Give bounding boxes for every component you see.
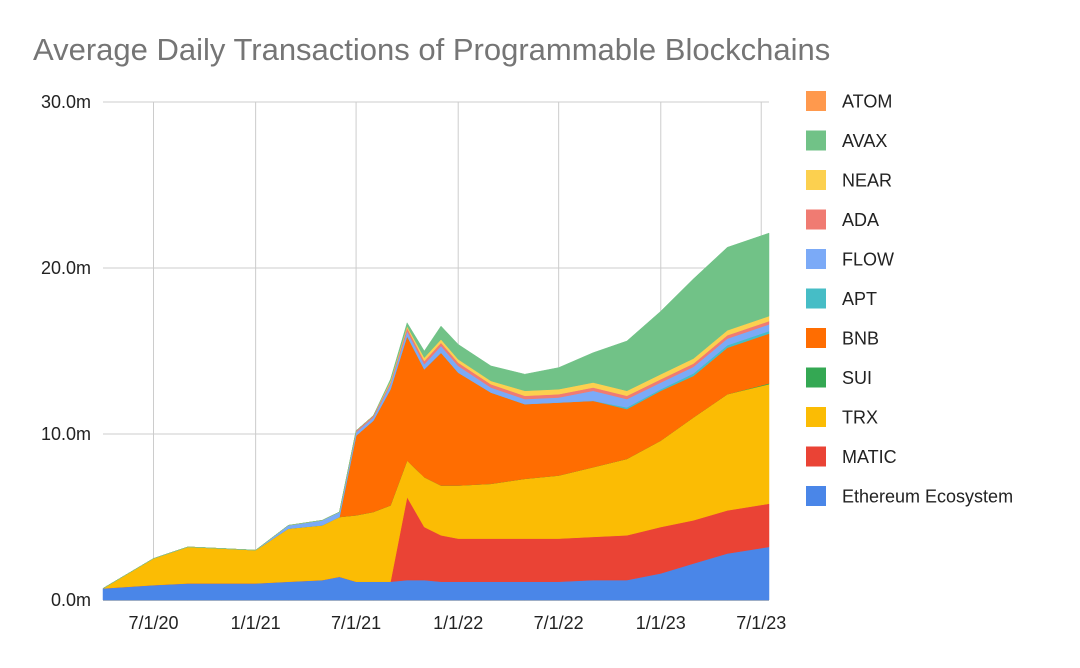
x-tick-label: 7/1/22 xyxy=(534,613,584,633)
legend-label-bnb: BNB xyxy=(842,329,879,349)
legend-swatch-trx xyxy=(806,407,826,427)
x-tick-label: 7/1/20 xyxy=(128,613,178,633)
area-avax xyxy=(102,232,770,589)
y-tick-label: 0.0m xyxy=(51,590,91,610)
x-axis: 7/1/20 1/1/21 7/1/21 1/1/22 7/1/22 1/1/23 7/1/… xyxy=(128,613,786,633)
y-tick-label: 30.0m xyxy=(41,92,91,112)
legend-label-flow: FLOW xyxy=(842,250,894,270)
legend-label-near: NEAR xyxy=(842,171,892,191)
legend-swatch-ada xyxy=(806,209,826,230)
x-tick-label: 7/1/23 xyxy=(736,613,786,633)
x-tick-label: 1/1/23 xyxy=(636,613,686,633)
y-axis: 0.0m 10.0m 20.0m 30.0m xyxy=(41,92,91,610)
legend-label-avax: AVAX xyxy=(842,131,887,151)
legend-label-apt: APT xyxy=(842,289,877,309)
stacked-areas xyxy=(102,232,770,601)
legend-label-sui: SUI xyxy=(842,368,872,388)
legend-label-trx: TRX xyxy=(842,408,878,428)
x-tick-label: 7/1/21 xyxy=(331,613,381,633)
legend-swatch-flow xyxy=(806,249,826,269)
legend-label-ethereum-ecosystem: Ethereum Ecosystem xyxy=(842,487,1013,507)
chart-title: Average Daily Transactions of Programmab… xyxy=(33,32,830,67)
y-tick-label: 10.0m xyxy=(41,424,91,444)
y-tick-label: 20.0m xyxy=(41,258,91,278)
legend-swatch-matic xyxy=(806,446,826,467)
legend-swatch-avax xyxy=(806,130,826,151)
x-tick-label: 1/1/21 xyxy=(231,613,281,633)
legend-swatch-bnb xyxy=(806,328,826,348)
legend: ATOM AVAX NEAR ADA FLOW APT BNB SUI TRX MATIC Ethe… xyxy=(806,91,1013,507)
legend-label-ada: ADA xyxy=(842,210,879,230)
legend-swatch-sui xyxy=(806,367,826,388)
legend-label-atom: ATOM xyxy=(842,92,892,112)
legend-label-matic: MATIC xyxy=(842,447,897,467)
legend-swatch-atom xyxy=(806,91,826,111)
legend-swatch-ethereum-ecosystem xyxy=(806,486,826,506)
x-tick-label: 1/1/22 xyxy=(433,613,483,633)
legend-swatch-apt xyxy=(806,288,826,309)
legend-swatch-near xyxy=(806,170,826,190)
